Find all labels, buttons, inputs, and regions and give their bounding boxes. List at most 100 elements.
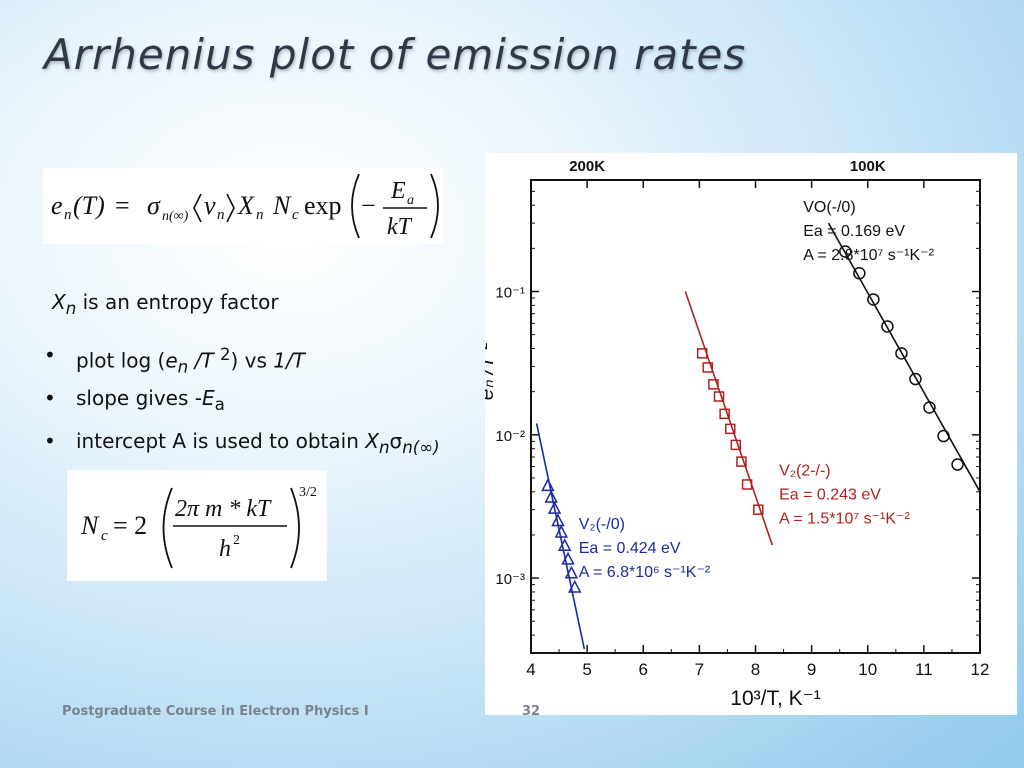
bullet-text: ) vs [230, 348, 274, 373]
x-tick-label: 9 [807, 660, 816, 679]
formula-X-sub: n [256, 207, 264, 223]
data-point-square [696, 348, 708, 359]
formula-N-sub: c [292, 207, 299, 223]
bullet-text: slope gives - [76, 386, 202, 410]
series-annotation: A = 2.8*10⁷ s⁻¹K⁻² [803, 247, 934, 264]
y-tick-label: 10⁻¹ [495, 285, 525, 302]
series-annotation: Ea = 0.424 eV [579, 540, 681, 557]
arrhenius-chart: 4 5 6 7 8 9 10 11 12 10⁻¹ 10⁻² 10⁻³ 200K 100K 10³/T, K… [475, 153, 1017, 715]
entropy-factor-note: Xn is an entropy factor [52, 290, 279, 318]
bullet-item: • intercept A is used to obtain Xnσn(∞) [44, 429, 440, 472]
formula-sigma-sub: n(∞) [162, 209, 189, 224]
formula-Ea: E [390, 178, 406, 204]
bullet-sub: n(∞) [402, 438, 440, 457]
x-tick-label: 8 [751, 660, 760, 679]
data-point-triangle [551, 513, 565, 527]
data-point-triangle [568, 579, 582, 593]
data-point-circle [951, 458, 964, 471]
slide-number: 32 [522, 704, 541, 719]
x-tick-label: 12 [971, 660, 990, 679]
data-point-triangle [564, 565, 579, 579]
bullet-sub: n [378, 438, 390, 457]
bullet-var: e [165, 348, 178, 373]
series-annotation: VO(-/0) [803, 199, 855, 216]
data-point-triangle [547, 501, 562, 514]
formula-N: N [272, 191, 292, 220]
series-annotation: A = 6.8*10⁶ s⁻¹K⁻² [579, 564, 711, 581]
y-axis-label: eₙ /T ² [485, 342, 498, 400]
top-temperature-label: 100K [850, 158, 886, 175]
data-point-triangle [541, 478, 555, 492]
x-tick-label: 6 [639, 660, 648, 679]
x-axis-label: 10³/T, K⁻¹ [730, 687, 820, 710]
data-point-square [736, 456, 747, 467]
data-point-square [753, 504, 764, 515]
formula-X: X [237, 191, 255, 220]
bullet-var: 1/T [273, 348, 305, 373]
data-point-circle [895, 347, 908, 360]
bullet-var: /T [188, 348, 220, 373]
data-point-square [724, 423, 736, 435]
nc-numerator: 2π m * kT [175, 496, 272, 522]
formula-Ea-sub: a [407, 193, 414, 208]
series-annotation: A = 1.5*10⁷ s⁻¹K⁻² [779, 510, 910, 527]
nc-den-sup: 2 [233, 533, 240, 548]
bullet-item: • slope gives -Ea [44, 386, 440, 429]
bullet-dot: • [44, 343, 56, 367]
footer-course-name: Postgraduate Course in Electron Physics … [62, 704, 369, 719]
formula-kT: kT [387, 214, 413, 240]
y-tick-label: 10⁻² [495, 428, 525, 445]
nc-power: 3/2 [299, 485, 317, 500]
density-of-states-formula: N c = 2 2π m * kT h 2 3/2 [67, 470, 327, 581]
nc-sub: c [101, 528, 108, 544]
data-point-square [741, 479, 753, 490]
formula-lhs-e: e [51, 191, 63, 220]
data-point-circle [923, 401, 936, 414]
bullet-sub: n [177, 357, 189, 377]
data-point-triangle [561, 551, 575, 565]
note-subscript: n [65, 299, 77, 318]
data-point-circle [839, 245, 852, 258]
emission-rate-formula: e n (T) = σ n(∞) v n X n N c exp − E a k… [43, 168, 443, 244]
data-point-circle [909, 372, 922, 386]
series-annotation: V₂(-/0) [579, 516, 625, 533]
data-point-circle [853, 267, 866, 280]
data-point-circle [937, 429, 950, 443]
bullet-var: X [365, 429, 379, 453]
formula-lhs-T: (T) [73, 191, 105, 220]
bullet-text: plot log ( [76, 348, 166, 373]
nc-denominator: h [219, 536, 231, 562]
bullet-sup: 2 [219, 345, 231, 364]
top-temperature-label: 200K [569, 158, 605, 175]
note-symbol: X [52, 290, 66, 314]
note-text: is an entropy factor [76, 290, 279, 314]
formula-minus: − [361, 191, 376, 220]
bullet-dot: • [44, 386, 56, 410]
data-point-triangle [554, 524, 569, 538]
bullet-sub: a [214, 395, 225, 414]
bullet-text: intercept A is used to obtain [76, 429, 366, 453]
bullet-item: • plot log (en /T 2) vs 1/T [44, 343, 440, 386]
formula-v: v [204, 191, 216, 220]
data-point-circle [867, 293, 880, 306]
formula-lhs-sub: n [64, 207, 72, 223]
x-tick-label: 11 [915, 660, 933, 679]
chart-svg: 4 5 6 7 8 9 10 11 12 10⁻¹ 10⁻² 10⁻³ 200K 100K 10³/T, K… [475, 158, 990, 710]
series-annotation: V₂(2-/-) [779, 462, 831, 479]
x-tick-label: 7 [695, 660, 704, 679]
nc-N: N [80, 511, 100, 540]
data-point-circle [881, 320, 894, 333]
data-point-square [702, 362, 714, 373]
nc-eq: = 2 [113, 511, 147, 540]
x-tick-label: 10 [858, 660, 877, 679]
bullet-list: • plot log (en /T 2) vs 1/T • slope give… [44, 343, 440, 472]
series-annotation: Ea = 0.243 eV [779, 486, 881, 503]
data-point-square [708, 379, 719, 390]
x-tick-label: 4 [526, 660, 535, 679]
x-tick-label: 5 [582, 660, 591, 679]
series-annotation: Ea = 0.169 eV [803, 223, 905, 240]
bullet-dot: • [44, 429, 56, 453]
formula-equals: = [115, 191, 130, 220]
data-point-square [730, 439, 742, 451]
formula-sigma: σ [147, 191, 161, 220]
